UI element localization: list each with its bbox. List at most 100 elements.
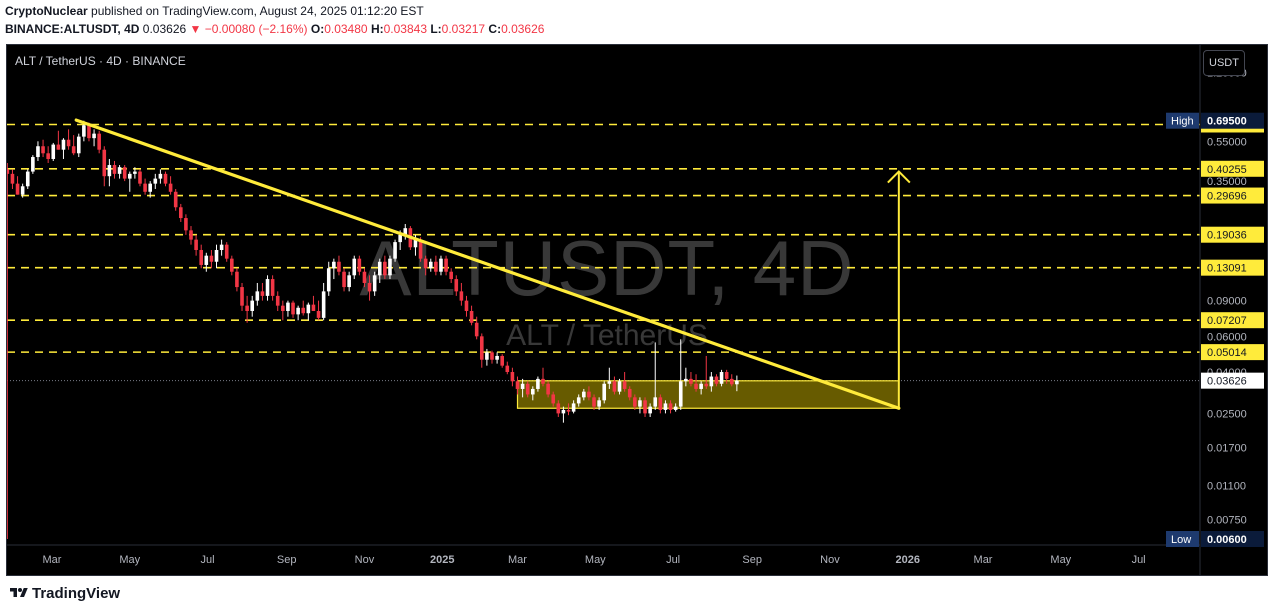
candle [15,176,20,195]
change-down-icon: ▼ [189,22,202,36]
candle [490,350,494,364]
candle-body [393,242,397,259]
chart-panel[interactable]: ALTUSDT, 4D ALT / TetherUS 1.200000.5500… [6,44,1268,576]
candle [224,242,229,262]
candle-body [372,275,377,292]
candle [464,295,469,317]
candle-body [694,383,698,389]
candle-body [230,258,234,272]
candle [316,300,321,321]
level-price-label-bg [1201,160,1264,177]
candle [46,146,50,163]
candle [505,361,510,375]
high-tag: High [1171,116,1194,128]
candle [153,173,158,189]
candle-body [15,183,20,195]
candle [219,239,224,256]
candle [347,271,351,292]
candle [704,355,709,389]
open-label: O: [310,22,325,36]
low-label: L: [430,22,442,36]
candle [689,372,693,387]
price-tick-label: 0.55000 [1207,136,1247,148]
candle [393,239,397,262]
candle [668,400,673,414]
candle-body [265,279,270,296]
candle [699,381,703,395]
low-tag: Low [1171,534,1191,546]
candle-body [143,183,147,192]
candle-body [643,400,647,414]
candle [230,255,234,276]
candle [204,252,209,272]
author-name[interactable]: CryptoNuclear [5,4,88,18]
candle-body [658,397,663,410]
candle-body [25,171,30,187]
candle-body [76,136,81,154]
candle [459,282,464,306]
candle-body [20,186,25,195]
candle [158,169,163,184]
plot-area [7,118,1200,539]
candle-body [36,146,40,158]
candle-body [316,311,321,318]
candle [561,406,566,423]
candle-body [464,300,469,312]
candle-body [56,144,61,150]
candle [337,255,341,276]
candle-body [546,383,550,395]
candle [531,386,535,401]
candle-body [347,275,351,288]
candle-body [301,307,306,314]
candle [536,376,540,392]
candle-body [342,271,346,288]
candle-body [398,234,402,243]
candle [214,244,219,269]
candle-body [61,139,66,150]
time-tick-label: 2026 [896,554,920,566]
candle-body [520,383,525,389]
candle [199,244,204,269]
candle-body [576,397,581,404]
candle-body [311,304,316,312]
candle [648,403,652,417]
level-price-label: 0.13091 [1207,263,1247,275]
candle-body [112,165,117,174]
candle-body [490,352,494,360]
candle-body [270,279,275,296]
candle [735,375,739,392]
candle-body [133,171,137,174]
time-tick-label: Sep [277,554,297,566]
candle-body [286,302,290,312]
candle-body [403,228,408,235]
candle-body [510,372,515,382]
price-tick-label: 0.01100 [1207,481,1246,493]
price-chart[interactable]: 1.200000.550000.350000.090000.060000.040… [7,45,1267,575]
currency-button[interactable]: USDT [1203,50,1245,76]
candle-body [735,380,739,385]
last-price-label-bg [1201,372,1264,389]
candle-body [704,383,709,387]
candle-body [204,255,209,265]
candle [51,142,56,161]
publish-text: published on TradingView.com, August 24,… [91,4,424,18]
candle [576,394,581,407]
level-price-label-bg [1201,312,1264,329]
candle-body [41,146,45,154]
candle-body [357,258,362,272]
tradingview-logo[interactable]: TradingView [10,583,120,603]
candle [184,214,188,235]
candle-body [163,173,168,184]
candle-body [592,397,596,407]
candle [617,378,622,395]
candle-body [525,383,530,395]
candle [643,397,647,417]
candle [342,268,346,292]
time-tick-label: Nov [355,554,375,566]
high-label: H: [370,22,384,36]
candle-body [158,173,163,179]
tradingview-logo-text: TradingView [32,584,121,602]
candle [551,391,556,407]
level-price-label: 0.40255 [1207,164,1247,176]
candle-body [673,406,678,410]
